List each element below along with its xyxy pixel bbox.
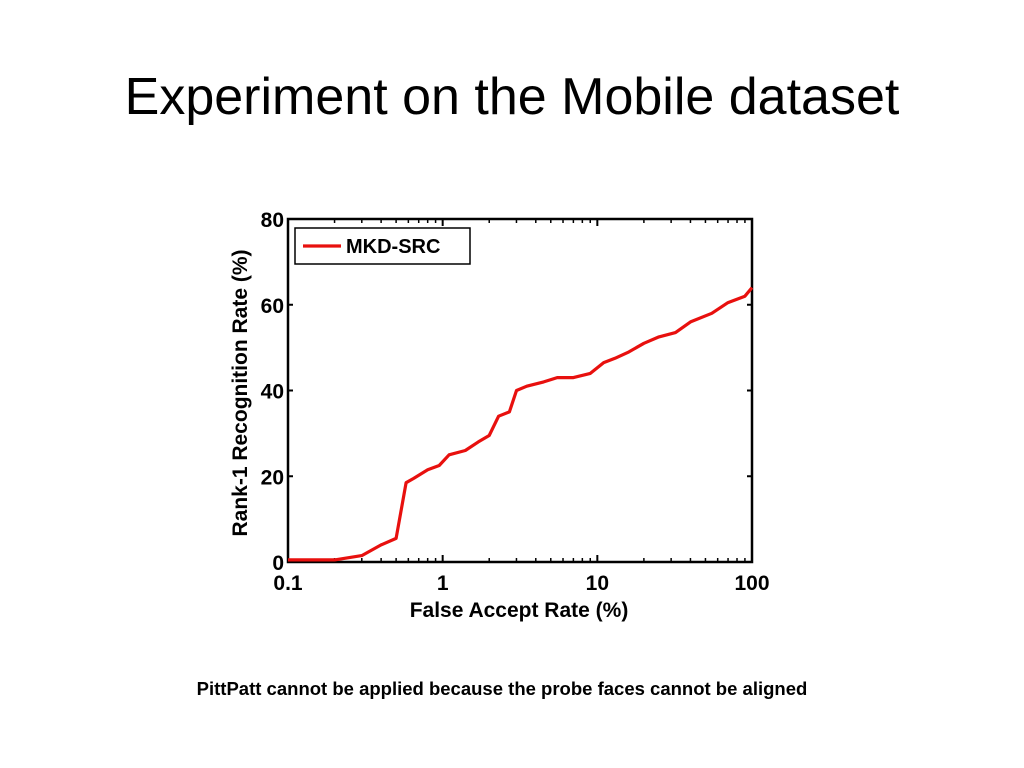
x-tick-label: 1 [437,572,449,595]
y-axis-label: Rank-1 Recognition Rate (%) [229,249,252,536]
x-tick-label: 100 [734,572,769,595]
slide-title: Experiment on the Mobile dataset [124,68,900,126]
y-tick-label: 80 [261,209,284,232]
slide-caption: PittPatt cannot be applied because the p… [196,678,808,699]
y-tick-label: 0 [272,552,284,575]
y-tick-label: 60 [261,295,284,318]
series-line-mkd-src [288,286,754,562]
y-tick-label: 20 [261,466,284,489]
x-tick-label: 10 [586,572,609,595]
x-axis-label: False Accept Rate (%) [410,599,629,622]
legend-label: MKD-SRC [346,236,440,258]
x-tick-label: 0.1 [273,572,303,595]
plot-area: 0 20 40 60 80 0.1 1 10 100 MKD-SRC [261,209,770,595]
y-tick-label: 40 [261,381,284,404]
